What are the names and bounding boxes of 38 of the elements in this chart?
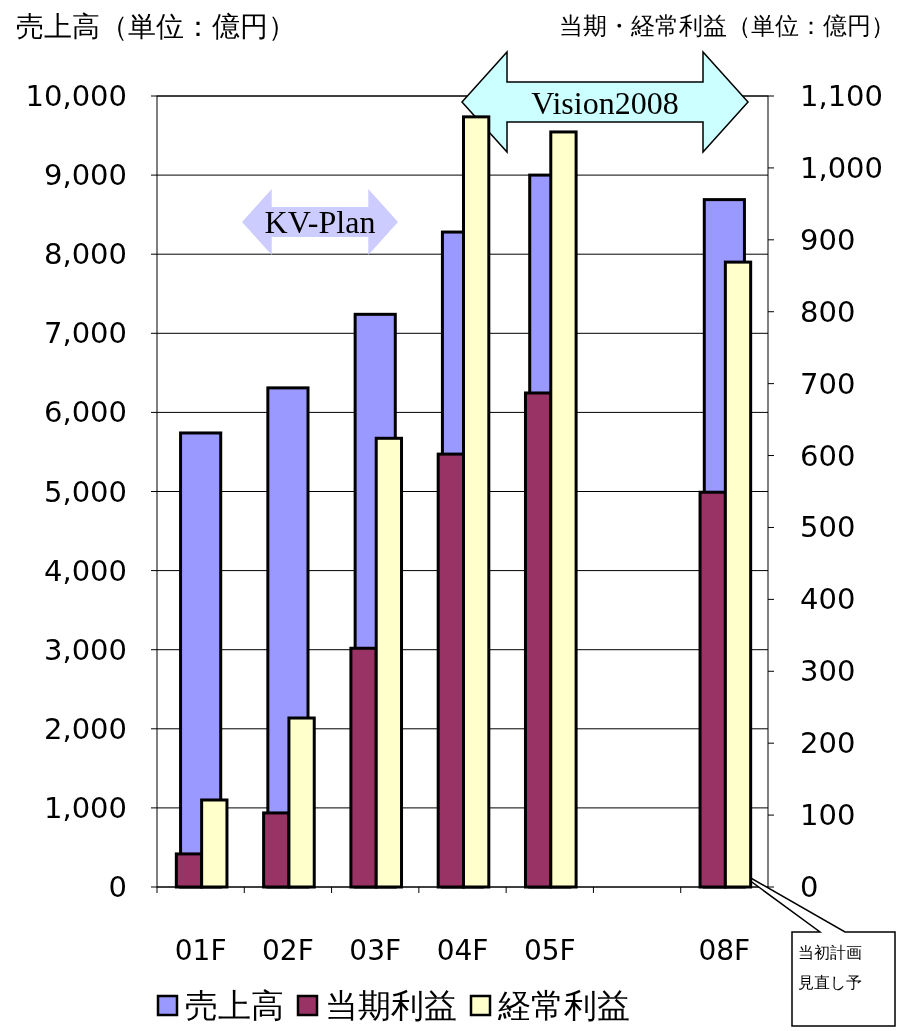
- x-tick-label: 02F: [262, 934, 314, 967]
- x-tick-label: 05F: [523, 934, 576, 967]
- y-tick-label: 2,000: [43, 711, 127, 746]
- text: 見直し予: [798, 973, 862, 992]
- y-tick-label: 8,000: [43, 237, 127, 272]
- y2-axis-title: 当期・経常利益（単位：億円）: [559, 12, 895, 40]
- y2-tick-label: 700: [800, 366, 856, 401]
- y-axis-title: 売上高（単位：億円）: [16, 10, 296, 43]
- legend-label: 売上高: [185, 986, 284, 1025]
- legend-label: 当期利益: [325, 986, 457, 1025]
- y2-tick-label: 200: [800, 726, 856, 761]
- y2-tick-label: 300: [800, 654, 856, 689]
- x-tick-label: 08F: [698, 934, 751, 967]
- x-tick-label: 04F: [436, 934, 489, 967]
- y-tick-label: 0: [108, 870, 127, 904]
- y-tick-label: 10,000: [25, 79, 127, 113]
- y2-tick-label: 400: [800, 582, 856, 617]
- y2-tick-label: 1,000: [800, 150, 884, 185]
- y-tick-label: 3,000: [43, 632, 127, 667]
- y-tick-label: 4,000: [43, 553, 127, 588]
- y2-tick-label: 900: [800, 222, 856, 257]
- x-tick-label: 03F: [349, 934, 402, 967]
- y2-tick-label: 600: [800, 438, 856, 473]
- y-tick-label: 9,000: [43, 158, 127, 193]
- annotation: KV-Plan: [264, 204, 376, 240]
- y2-tick-label: 1,100: [800, 79, 884, 113]
- y2-tick-label: 100: [800, 798, 856, 833]
- y-tick-label: 6,000: [43, 395, 127, 430]
- y2-tick-label: 500: [800, 510, 856, 545]
- x-tick-label: 01F: [174, 934, 227, 967]
- y2-tick-label: 800: [800, 294, 856, 329]
- y2-tick-label: 0: [800, 870, 819, 904]
- annotation: Vision2008: [531, 85, 679, 121]
- y-tick-label: 7,000: [43, 316, 127, 351]
- legend-label: 経常利益: [497, 986, 630, 1025]
- text: 当初計画: [798, 943, 862, 962]
- y-tick-label: 1,000: [43, 790, 127, 825]
- y-tick-label: 5,000: [43, 474, 127, 509]
